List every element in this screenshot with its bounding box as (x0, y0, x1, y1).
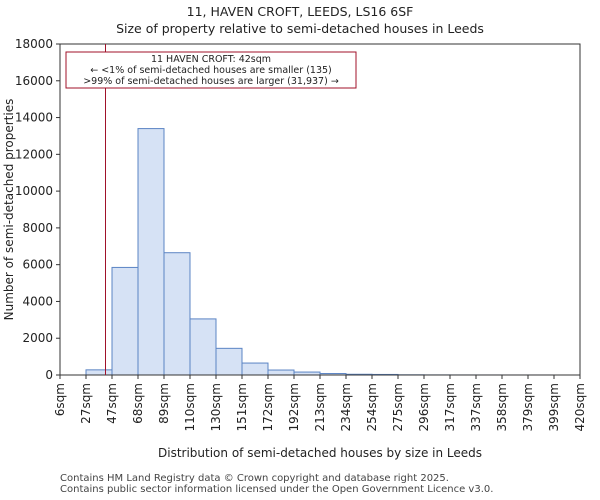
histogram-bar-172sqm (267, 369, 295, 376)
y-tick-label-14000: 14000 (15, 111, 53, 125)
histogram-bar-151sqm (241, 362, 269, 376)
histogram-bar-130sqm (215, 347, 243, 376)
annotation-larger: >99% of semi-detached houses are larger … (83, 76, 339, 87)
x-tick-label-254sqm: 254sqm (365, 383, 379, 431)
x-tick-label-151sqm: 151sqm (235, 383, 249, 431)
x-tick-label-420sqm: 420sqm (573, 383, 587, 431)
y-tick-label-4000: 4000 (22, 294, 53, 308)
annotation-box (65, 51, 357, 89)
annotation-title: 11 HAVEN CROFT: 42sqm (151, 54, 271, 65)
histogram-bar-110sqm (189, 318, 217, 376)
x-tick-label-234sqm: 234sqm (339, 383, 353, 431)
histogram-bar-89sqm (163, 252, 191, 376)
x-tick-label-172sqm: 172sqm (261, 383, 275, 431)
x-tick-label-27sqm: 27sqm (79, 383, 93, 424)
y-tick-label-0: 0 (45, 368, 53, 382)
x-tick-label-275sqm: 275sqm (391, 383, 405, 431)
chart-subtitle: Size of property relative to semi-detach… (116, 21, 484, 36)
x-tick-label-358sqm: 358sqm (495, 383, 509, 431)
x-tick-label-317sqm: 317sqm (443, 383, 457, 431)
x-tick-label-399sqm: 399sqm (547, 383, 561, 431)
x-tick-label-68sqm: 68sqm (131, 383, 145, 424)
footer-line-2: Contains public sector information licen… (60, 484, 494, 495)
y-tick-label-8000: 8000 (22, 221, 53, 235)
y-tick-label-16000: 16000 (15, 74, 53, 88)
x-tick-label-110sqm: 110sqm (183, 383, 197, 431)
x-axis-label: Distribution of semi-detached houses by … (158, 446, 482, 460)
x-tick-label-337sqm: 337sqm (469, 383, 483, 431)
x-tick-label-130sqm: 130sqm (209, 383, 223, 431)
annotation-smaller: ← <1% of semi-detached houses are smalle… (90, 65, 332, 76)
x-tick-label-47sqm: 47sqm (105, 383, 119, 424)
footer-line-1: Contains HM Land Registry data © Crown c… (60, 473, 449, 484)
x-tick-label-89sqm: 89sqm (157, 383, 171, 424)
y-tick-label-2000: 2000 (22, 331, 53, 345)
histogram-bar-47sqm (111, 266, 139, 376)
y-tick-label-10000: 10000 (15, 184, 53, 198)
x-tick-label-296sqm: 296sqm (417, 383, 431, 431)
histogram-bar-68sqm (137, 128, 165, 376)
x-tick-label-379sqm: 379sqm (521, 383, 535, 431)
x-tick-label-192sqm: 192sqm (287, 383, 301, 431)
y-axis-label: Number of semi-detached properties (2, 99, 16, 321)
y-tick-label-6000: 6000 (22, 258, 53, 272)
y-tick-label-12000: 12000 (15, 147, 53, 161)
y-tick-label-18000: 18000 (15, 37, 53, 51)
histogram-bar-27sqm (85, 369, 113, 376)
x-tick-label-213sqm: 213sqm (313, 383, 327, 431)
chart-title: 11, HAVEN CROFT, LEEDS, LS16 6SF (186, 4, 414, 19)
x-tick-label-6sqm: 6sqm (53, 383, 67, 416)
